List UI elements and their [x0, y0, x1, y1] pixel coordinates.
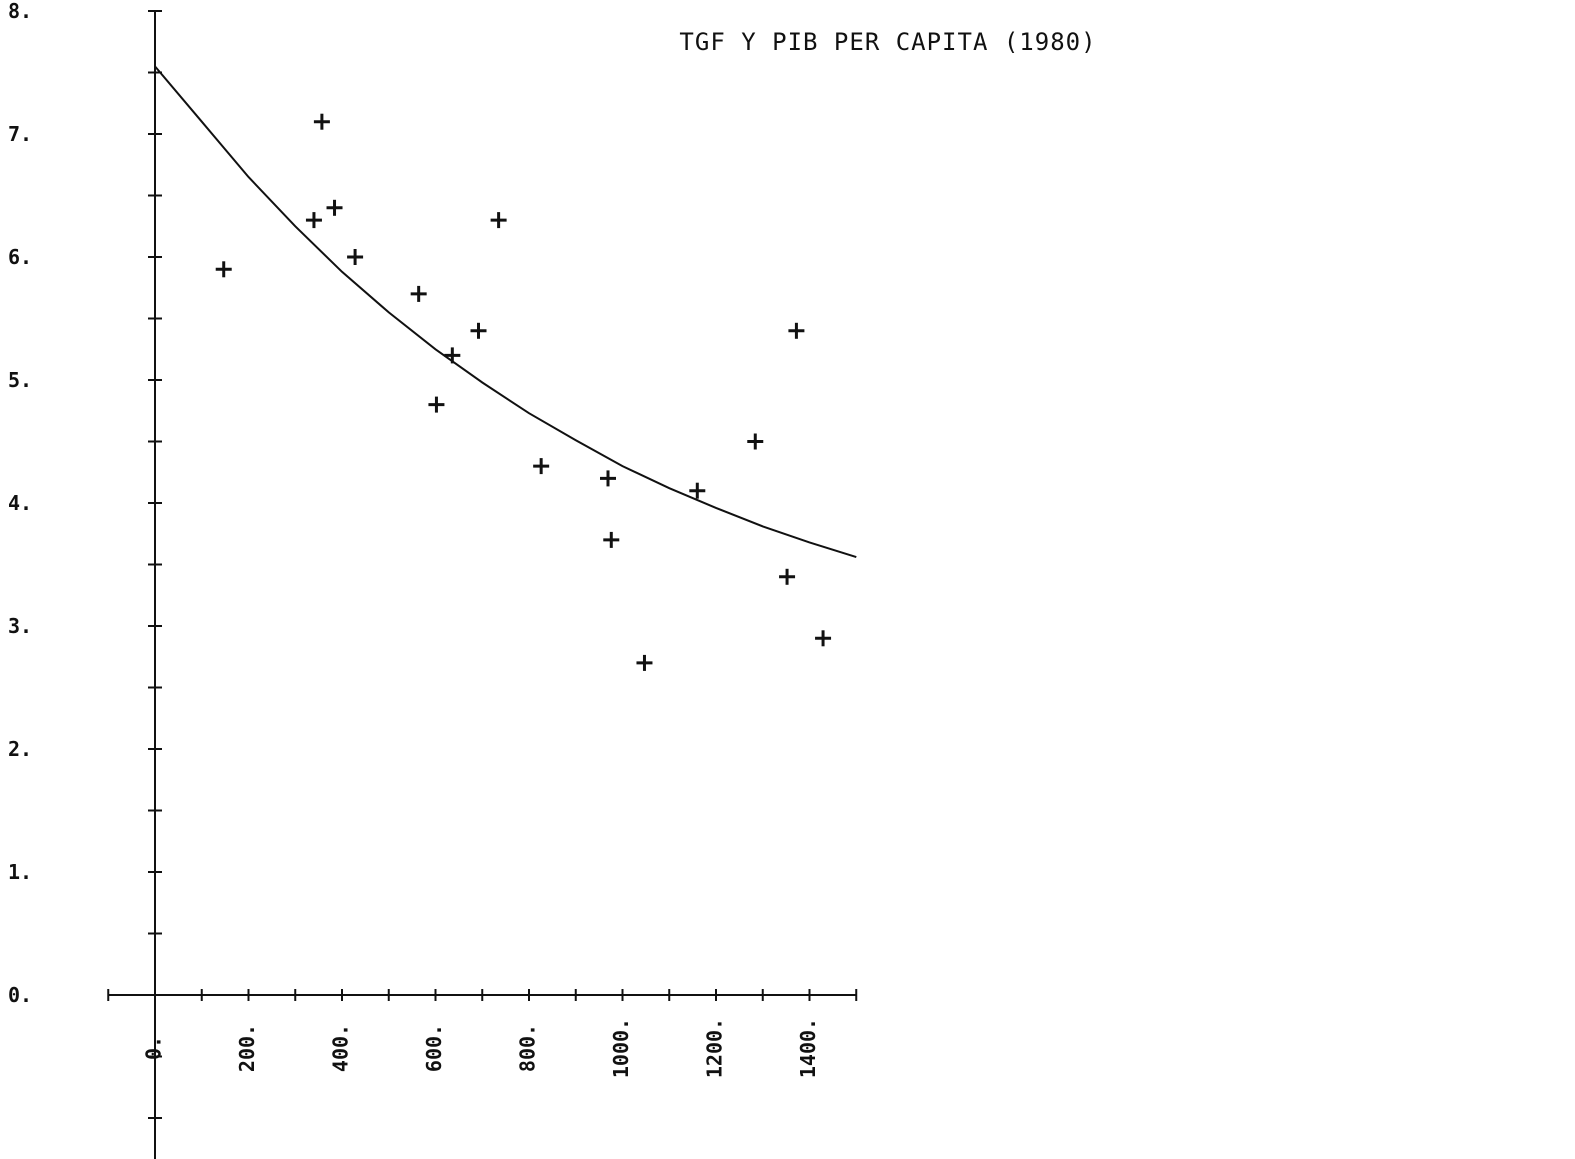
data-point: [347, 249, 364, 265]
x-tick-label: 1000.: [609, 1018, 633, 1078]
data-point: [788, 322, 805, 339]
data-point: [779, 568, 796, 585]
data-point: [444, 347, 461, 364]
x-tick-label: 200.: [235, 1024, 259, 1072]
y-tick-labels: 0. 1. 2. 3. 4. 5. 6. 7. 8.: [8, 0, 32, 1007]
y-tick-label: 3.: [8, 614, 32, 638]
y-tick-label: 0.: [8, 983, 32, 1007]
data-point: [689, 482, 706, 499]
x-tick-label: 0.: [142, 1036, 166, 1060]
scatter-points: [215, 113, 832, 671]
axes: [107, 10, 858, 1159]
data-point: [636, 654, 653, 671]
data-point: [428, 396, 445, 413]
data-point: [603, 531, 620, 548]
data-point: [490, 212, 507, 229]
data-point: [215, 261, 232, 278]
data-point: [470, 322, 487, 339]
fit-curve-group: [154, 65, 857, 559]
data-point: [533, 458, 550, 475]
fit-curve: [154, 65, 857, 559]
y-tick-label: 6.: [8, 245, 32, 269]
chart-title: TGF Y PIB PER CAPITA (1980): [679, 28, 1096, 56]
data-point: [305, 212, 322, 229]
data-point: [326, 199, 343, 216]
y-tick-label: 2.: [8, 737, 32, 761]
y-tick-label: 1.: [8, 860, 32, 884]
x-tick-label: 600.: [422, 1024, 446, 1072]
x-tick-label: 1400.: [796, 1018, 820, 1078]
x-tick-label: 1200.: [703, 1018, 727, 1078]
data-point: [313, 113, 330, 130]
y-tick-label: 8.: [8, 0, 32, 23]
x-tick-labels: 0. 200. 400. 600. 800. 1000. 1200. 1400.: [142, 1018, 821, 1078]
data-point: [600, 470, 617, 487]
x-tick-label: 800.: [516, 1024, 540, 1072]
x-tick-label: 400.: [329, 1024, 353, 1072]
data-point: [747, 433, 764, 450]
data-point: [815, 630, 832, 647]
y-tick-label: 7.: [8, 122, 32, 146]
y-tick-label: 4.: [8, 491, 32, 515]
data-point: [410, 285, 427, 302]
y-tick-label: 5.: [8, 368, 32, 392]
